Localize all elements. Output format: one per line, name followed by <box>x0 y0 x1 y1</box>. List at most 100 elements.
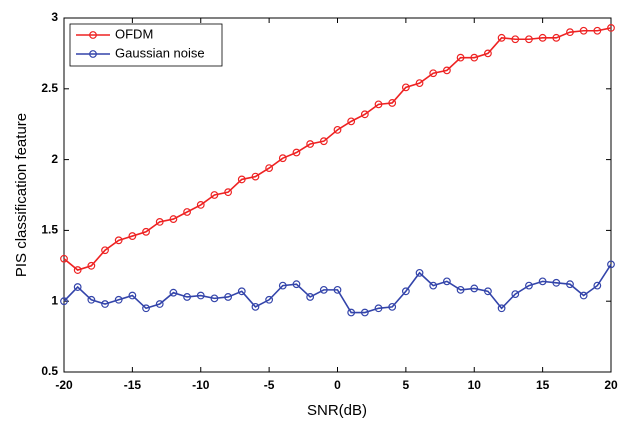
x-axis-title: SNR(dB) <box>307 402 367 419</box>
data-point <box>128 232 137 240</box>
data-point <box>511 290 520 299</box>
x-tick-label: 15 <box>536 378 550 392</box>
data-point <box>101 246 109 255</box>
data-point <box>497 33 506 42</box>
data-point <box>443 66 451 75</box>
data-point <box>210 191 219 199</box>
y-tick-label: 3 <box>51 10 58 24</box>
data-point <box>155 300 164 308</box>
data-point <box>333 285 342 294</box>
data-point <box>278 154 287 163</box>
data-point <box>251 302 260 311</box>
data-point <box>497 304 506 313</box>
plot-frame <box>63 17 612 373</box>
data-point <box>525 35 533 44</box>
data-point <box>265 295 274 304</box>
data-point <box>415 79 424 88</box>
data-point <box>552 278 561 287</box>
data-point <box>87 261 96 270</box>
y-tick-label: 2.5 <box>41 81 58 95</box>
legend-box <box>69 23 223 67</box>
x-tick-label: 10 <box>468 378 482 392</box>
data-point <box>73 283 82 291</box>
data-point <box>169 288 178 297</box>
data-point <box>292 280 301 289</box>
data-point <box>128 291 137 300</box>
data-point <box>183 293 191 301</box>
data-point <box>593 26 602 35</box>
data-point <box>196 201 205 209</box>
data-point <box>456 285 465 294</box>
data-point <box>538 277 547 286</box>
data-point <box>360 110 369 119</box>
data-point <box>224 188 233 197</box>
data-point <box>251 172 260 181</box>
data-point <box>73 266 82 274</box>
y-tick-label: 1 <box>51 293 58 307</box>
data-point <box>196 291 205 300</box>
series-line <box>63 263 612 314</box>
x-tick-label: -5 <box>264 378 275 392</box>
data-point <box>374 304 383 313</box>
data-point <box>333 125 342 134</box>
data-point <box>443 277 451 286</box>
data-point <box>456 53 465 62</box>
legend-marker <box>89 31 97 39</box>
legend-label: Gaussian noise <box>115 45 205 60</box>
data-point <box>278 281 287 290</box>
data-point <box>265 164 274 172</box>
legend-label: OFDM <box>115 26 153 41</box>
data-point <box>183 208 191 216</box>
data-point <box>566 28 574 37</box>
x-tick-label: -20 <box>55 378 73 392</box>
data-point <box>429 281 438 290</box>
data-point <box>374 100 383 109</box>
y-tick-label: 1.5 <box>41 223 58 237</box>
data-point <box>142 304 150 313</box>
data-point <box>60 254 68 263</box>
x-tick-label: 20 <box>604 378 618 392</box>
data-point <box>114 236 123 245</box>
data-point <box>607 260 615 269</box>
data-point <box>237 287 246 296</box>
data-point <box>607 24 615 32</box>
y-axis-title: PIS classification feature <box>13 113 30 277</box>
data-point <box>210 294 219 303</box>
data-point <box>60 297 68 306</box>
data-point <box>579 26 588 35</box>
data-point <box>388 99 397 107</box>
data-point <box>155 218 164 226</box>
data-point <box>566 280 574 289</box>
x-tick-label: -15 <box>124 378 142 392</box>
data-point <box>401 83 410 92</box>
data-point <box>237 175 246 184</box>
x-tick-label: 5 <box>403 378 410 392</box>
data-point <box>169 215 178 223</box>
data-point <box>347 117 356 126</box>
data-point <box>484 49 492 58</box>
data-point <box>347 308 356 317</box>
data-point <box>292 148 301 157</box>
legend-marker <box>89 50 97 58</box>
data-point <box>87 295 96 304</box>
data-point <box>306 293 315 301</box>
data-point <box>484 287 492 296</box>
data-point <box>429 69 438 78</box>
data-point <box>511 35 520 44</box>
data-point <box>360 308 369 317</box>
data-point <box>593 281 602 290</box>
data-point <box>142 227 150 236</box>
data-point <box>306 140 315 148</box>
y-tick-label: 0.5 <box>41 364 58 378</box>
y-tick-label: 2 <box>51 152 58 166</box>
data-point <box>538 33 547 42</box>
data-point <box>470 53 479 62</box>
series-line <box>63 27 612 271</box>
data-point <box>579 291 588 300</box>
data-point <box>101 300 109 308</box>
data-point <box>224 293 233 301</box>
data-point <box>114 295 123 304</box>
data-point <box>388 302 397 311</box>
x-tick-label: 0 <box>334 378 341 392</box>
